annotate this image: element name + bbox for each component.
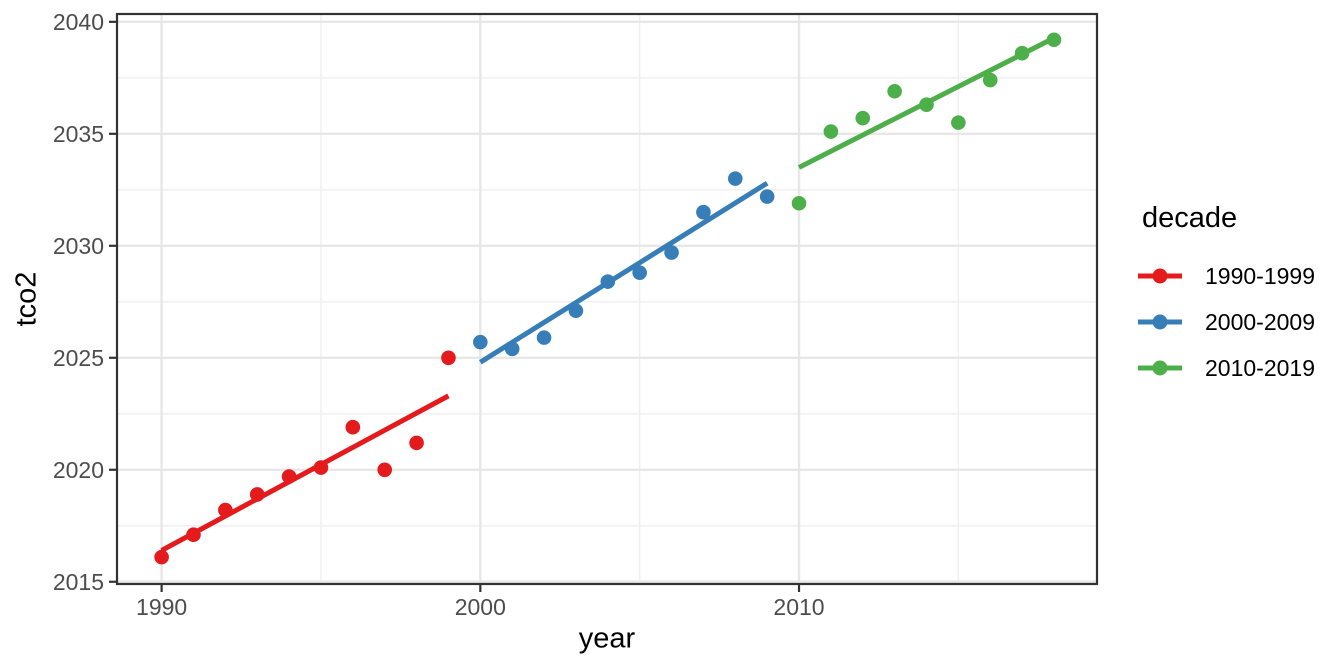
legend-key-point-icon (1152, 360, 1168, 376)
data-point (759, 189, 775, 204)
trend-line (160, 393, 450, 553)
legend-item-label: 2010-2019 (1205, 354, 1315, 381)
trend-line (478, 180, 769, 365)
data-point (951, 115, 966, 130)
data-point (887, 83, 902, 99)
data-point (473, 334, 488, 350)
legend-items: 1990-1999 2000-2009 2010-2019 (1138, 253, 1315, 391)
data-point (696, 204, 711, 220)
legend-item-label: 1990-1999 (1205, 262, 1315, 289)
legend: decade 1990-1999 2000-2009 2010-2019 (1138, 204, 1315, 391)
legend-item: 2010-2019 (1138, 345, 1315, 391)
data-point (154, 549, 169, 565)
y-tick-label: 2030 (53, 233, 104, 259)
x-axis-title: year (578, 622, 636, 655)
trend-line (797, 34, 1059, 170)
data-point (727, 171, 743, 186)
x-tick-label: 2000 (455, 594, 506, 620)
y-tick-label: 2025 (53, 345, 104, 371)
legend-key-point-icon (1152, 268, 1168, 284)
y-tick-label: 2015 (53, 569, 104, 595)
x-tick-label: 2010 (773, 594, 824, 620)
panel-background (117, 14, 1097, 584)
data-point (536, 330, 552, 345)
y-tick-label: 2035 (53, 121, 104, 147)
data-point (345, 419, 361, 435)
data-point (791, 195, 807, 211)
legend-item: 1990-1999 (1138, 253, 1315, 299)
data-point (632, 265, 647, 280)
legend-item-label: 2000-2009 (1205, 308, 1315, 335)
data-point (664, 245, 679, 260)
y-tick-label: 2020 (53, 457, 104, 483)
legend-item: 2000-2009 (1138, 299, 1315, 345)
legend-key-point-icon (1152, 314, 1168, 330)
x-tick-label: 1990 (136, 594, 187, 620)
data-point (409, 435, 424, 451)
y-tick-label: 2040 (53, 9, 104, 35)
data-point (823, 124, 839, 139)
panel-border (115, 12, 1099, 586)
data-point (377, 462, 393, 478)
data-point (855, 110, 871, 126)
data-point (982, 72, 998, 88)
legend-key (1138, 268, 1182, 284)
legend-key (1138, 314, 1182, 330)
data-point (441, 350, 456, 366)
legend-key (1138, 360, 1182, 376)
y-axis-title: tco2 (10, 271, 43, 327)
legend-title: decade (1142, 202, 1238, 234)
